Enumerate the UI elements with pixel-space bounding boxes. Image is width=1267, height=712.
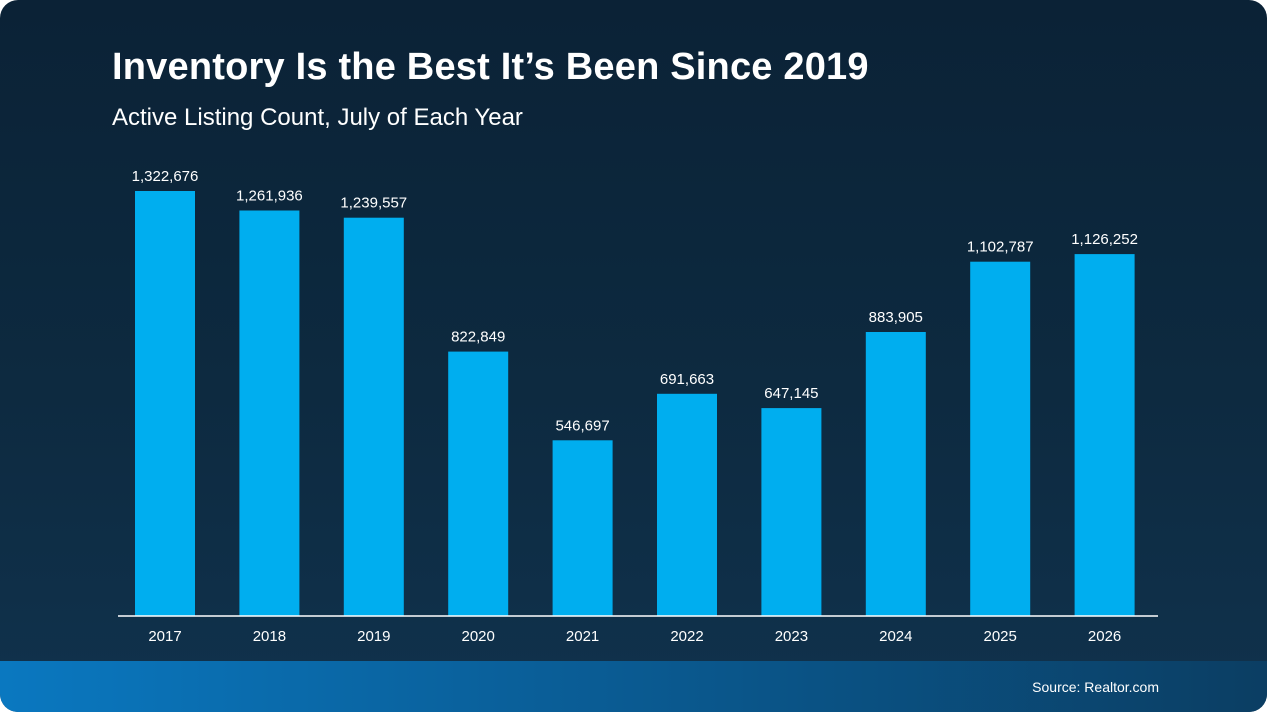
bar-2017 xyxy=(135,191,195,616)
data-label-2025: 1,102,787 xyxy=(967,239,1034,256)
x-tick-label-2022: 2022 xyxy=(670,628,703,645)
x-tick-label-2025: 2025 xyxy=(984,628,1017,645)
bar-2023 xyxy=(761,408,822,616)
bar-2019 xyxy=(343,217,404,616)
x-tick-label-2020: 2020 xyxy=(462,628,495,645)
bar-chart: 1,322,676 2017 1,261,936 2018 1,239,557 2019 8… xyxy=(132,168,1138,645)
data-label-2024: 883,905 xyxy=(869,309,923,326)
bar-2025 xyxy=(970,261,1031,616)
chart-title: Inventory Is the Best It’s Been Since 20… xyxy=(112,46,869,88)
bar-2026 xyxy=(1074,254,1135,616)
footer-band: Source: Realtor.com xyxy=(0,661,1267,712)
chart-subtitle: Active Listing Count, July of Each Year xyxy=(112,104,523,131)
data-label-2017: 1,322,676 xyxy=(132,168,199,185)
data-label-2018: 1,261,936 xyxy=(236,188,303,205)
bar-2020 xyxy=(448,351,509,616)
data-label-2026: 1,126,252 xyxy=(1071,231,1138,248)
data-label-2019: 1,239,557 xyxy=(340,195,407,212)
bar-2024 xyxy=(865,332,926,616)
x-tick-label-2024: 2024 xyxy=(879,628,912,645)
data-label-2021: 546,697 xyxy=(555,417,609,434)
x-tick-label-2018: 2018 xyxy=(253,628,286,645)
source-note: Source: Realtor.com xyxy=(1032,679,1159,695)
x-tick-label-2026: 2026 xyxy=(1088,628,1121,645)
bar-2018 xyxy=(239,210,300,616)
bar-2022 xyxy=(657,393,717,616)
x-tick-label-2019: 2019 xyxy=(357,628,390,645)
bar-2021 xyxy=(552,440,613,616)
x-tick-label-2017: 2017 xyxy=(148,628,181,645)
data-label-2022: 691,663 xyxy=(660,371,714,388)
x-tick-label-2023: 2023 xyxy=(775,628,808,645)
x-tick-label-2021: 2021 xyxy=(566,628,599,645)
data-label-2023: 647,145 xyxy=(764,385,818,402)
data-label-2020: 822,849 xyxy=(451,329,505,346)
